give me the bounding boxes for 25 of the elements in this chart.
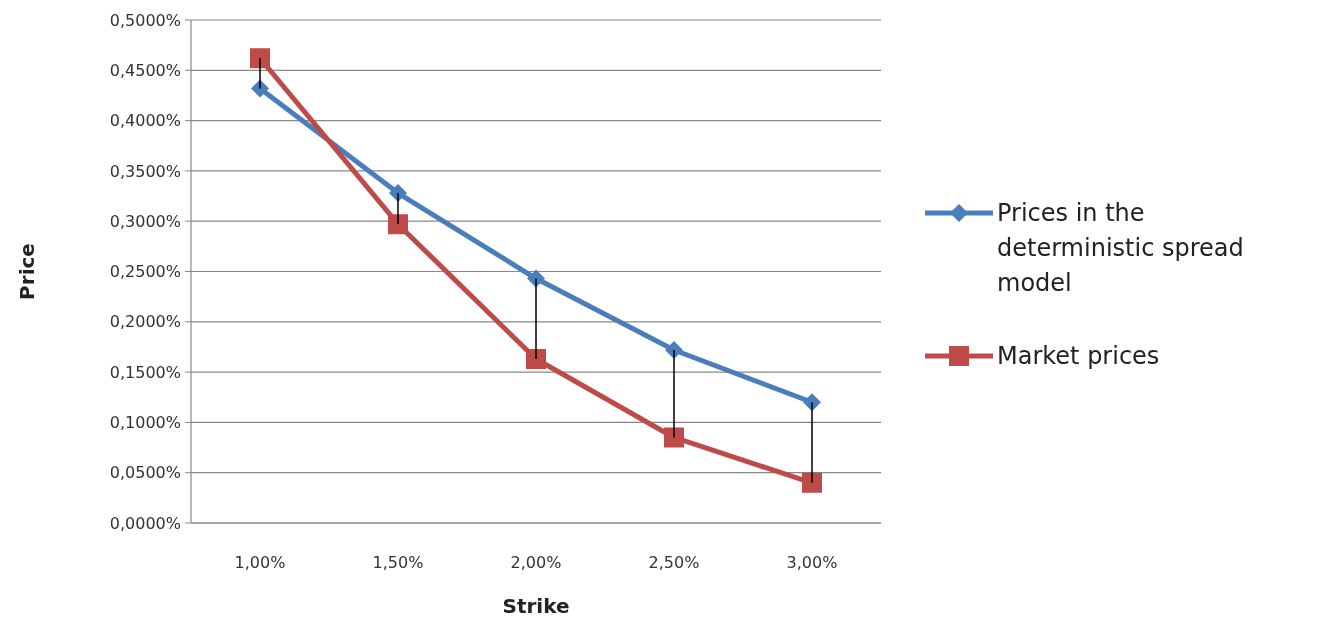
point: [388, 214, 408, 235]
point: [664, 427, 684, 448]
point: [250, 48, 270, 69]
y-tick-label: 0,3000%: [109, 211, 181, 231]
x-tick-label: 1,00%: [234, 553, 286, 572]
x-tick-label: 2,50%: [648, 553, 700, 572]
y-tick-label: 0,2000%: [109, 312, 181, 332]
x-tick-label: 1,50%: [372, 553, 424, 572]
point: [526, 349, 546, 370]
y-tick-label: 0,0500%: [109, 463, 181, 483]
y-tick-label: 0,1000%: [109, 413, 181, 432]
y-axis-title: Price: [15, 243, 39, 300]
x-tick-label: 2,00%: [510, 553, 562, 572]
y-tick-label: 0,1500%: [109, 362, 181, 382]
y-tick-label: 0,4000%: [109, 111, 181, 131]
point: [802, 472, 822, 493]
x-tick-label: 3,00%: [786, 553, 838, 572]
legend-label: Prices in the deterministic spread model: [997, 199, 1244, 297]
y-tick-label: 0,3500%: [109, 161, 181, 181]
y-tick-label: 0,2500%: [109, 262, 181, 282]
legend-label: Market prices: [997, 342, 1160, 370]
x-axis-title: Strike: [502, 594, 570, 618]
y-tick-label: 0,5000%: [109, 10, 181, 30]
y-tick-label: 0,4500%: [109, 60, 181, 80]
y-tick-label: 0,0000%: [109, 513, 181, 533]
